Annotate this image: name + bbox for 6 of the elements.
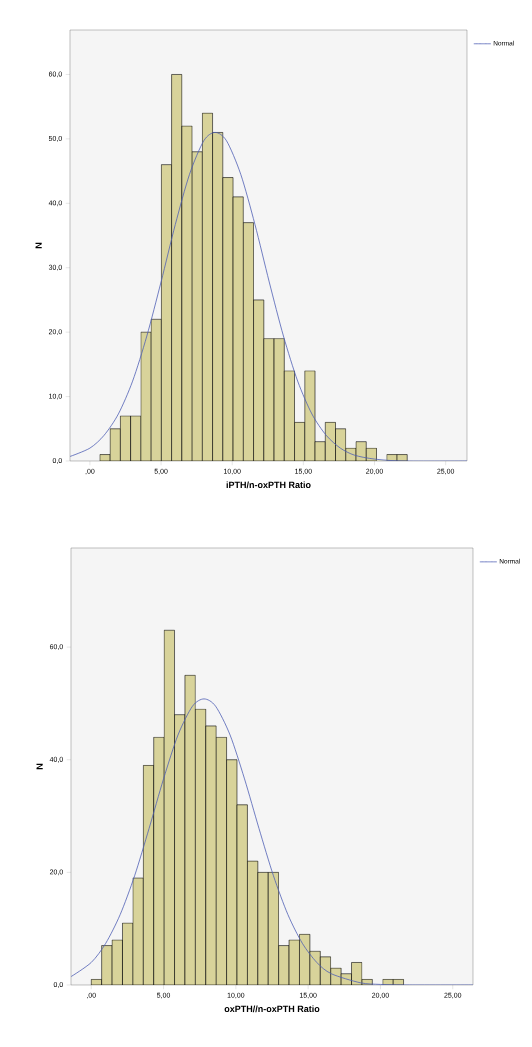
x-axis-title: oxPTH//n-oxPTH Ratio — [224, 1005, 320, 1013]
line-series — [71, 698, 473, 985]
y-axis-title: N — [36, 763, 43, 770]
y-axis-title: N — [35, 242, 42, 249]
x-axis-title: iPTH/n-oxPTH Ratio — [226, 481, 311, 489]
line-series — [70, 132, 467, 461]
